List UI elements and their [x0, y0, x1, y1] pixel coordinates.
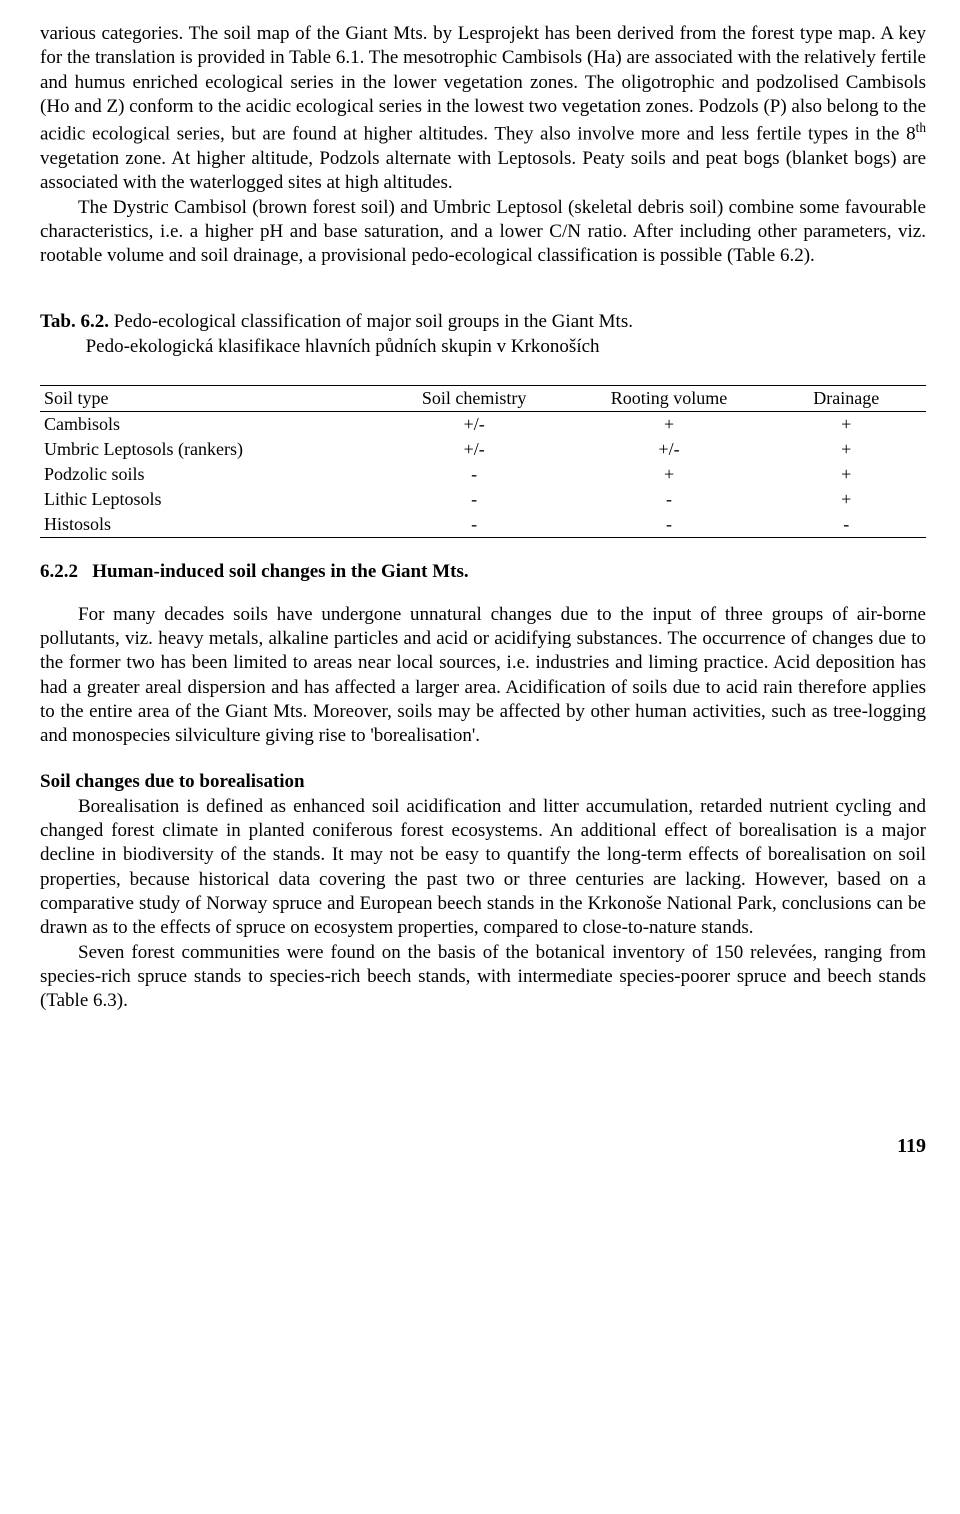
table-cell: +/-	[377, 437, 572, 462]
th-drain: Drainage	[767, 386, 927, 412]
body-paragraph: Borealisation is defined as enhanced soi…	[40, 795, 926, 941]
table-row: Umbric Leptosols (rankers)+/-+/-+	[40, 437, 926, 462]
table-row: Podzolic soils-++	[40, 462, 926, 487]
table-row: Histosols---	[40, 512, 926, 538]
section-heading: 6.2.2 Human-induced soil changes in the …	[40, 560, 926, 584]
table-cell: Histosols	[40, 512, 377, 538]
table-cell: Umbric Leptosols (rankers)	[40, 437, 377, 462]
table-cell: -	[377, 512, 572, 538]
text: vegetation zone. At higher altitude, Pod…	[40, 148, 926, 193]
table-cell: -	[767, 512, 927, 538]
table-row: Lithic Leptosols--+	[40, 487, 926, 512]
body-paragraph: various categories. The soil map of the …	[40, 22, 926, 196]
subheading: Soil changes due to borealisation	[40, 770, 926, 794]
table-label: Tab. 6.2.	[40, 311, 109, 332]
ordinal-sup: th	[916, 120, 926, 135]
table-cell: +	[572, 462, 767, 487]
table-subtitle: Pedo-ekologická klasifikace hlavních půd…	[86, 335, 926, 359]
table-cell: -	[377, 462, 572, 487]
th-soil: Soil type	[40, 386, 377, 412]
table-cell: +	[767, 487, 927, 512]
table-cell: Cambisols	[40, 412, 377, 438]
text: various categories. The soil map of the …	[40, 23, 926, 145]
section-title: Human-induced soil changes in the Giant …	[92, 561, 468, 582]
table-row: Cambisols+/-++	[40, 412, 926, 438]
table-cell: Lithic Leptosols	[40, 487, 377, 512]
table-body: Cambisols+/-++Umbric Leptosols (rankers)…	[40, 412, 926, 538]
body-paragraph: Seven forest communities were found on t…	[40, 941, 926, 1014]
table-cell: +	[767, 462, 927, 487]
table-header-row: Soil type Soil chemistry Rooting volume …	[40, 386, 926, 412]
table-cell: Podzolic soils	[40, 462, 377, 487]
table-cell: -	[572, 512, 767, 538]
table-cell: -	[377, 487, 572, 512]
th-chem: Soil chemistry	[377, 386, 572, 412]
table-caption: Tab. 6.2. Pedo-ecological classification…	[40, 310, 926, 334]
table-cell: -	[572, 487, 767, 512]
body-paragraph: For many decades soils have undergone un…	[40, 603, 926, 749]
section-number: 6.2.2	[40, 561, 78, 582]
table-cell: +	[767, 412, 927, 438]
table-title: Pedo-ecological classification of major …	[109, 311, 633, 332]
table-cell: +/-	[572, 437, 767, 462]
body-paragraph: The Dystric Cambisol (brown forest soil)…	[40, 196, 926, 269]
table-cell: +	[767, 437, 927, 462]
th-root: Rooting volume	[572, 386, 767, 412]
page-number: 119	[40, 1134, 926, 1160]
table-cell: +/-	[377, 412, 572, 438]
pedo-table: Soil type Soil chemistry Rooting volume …	[40, 385, 926, 538]
table-cell: +	[572, 412, 767, 438]
